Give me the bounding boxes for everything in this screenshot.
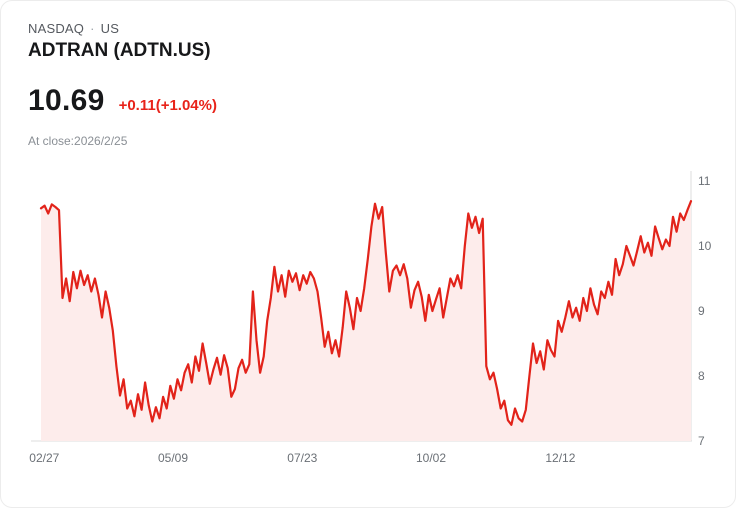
region-label: US — [100, 21, 120, 36]
x-tick-label: 12/12 — [545, 451, 575, 465]
y-tick-label: 10 — [698, 239, 712, 253]
y-tick-label: 8 — [698, 369, 705, 383]
price-row: 10.69 +0.11(+1.04%) — [28, 84, 708, 118]
price-chart[interactable]: 7 8 9 10 11 02/27 05/09 07/23 10/02 12/12 — [1, 159, 736, 508]
series-line — [39, 200, 693, 426]
dot-separator-icon: · — [90, 21, 95, 36]
y-tick-label: 9 — [698, 304, 705, 318]
last-price: 10.69 — [28, 84, 105, 117]
quote-header: NASDAQ · US ADTRAN (ADTN.US) 10.69 +0.11… — [1, 1, 735, 148]
series-area-fill — [41, 201, 691, 441]
ticker-title: ADTRAN (ADTN.US) — [28, 40, 211, 61]
exchange-line: NASDAQ · US — [28, 21, 708, 36]
x-tick-label: 05/09 — [158, 451, 188, 465]
price-chart-area: 7 8 9 10 11 02/27 05/09 07/23 10/02 12/12 — [1, 159, 736, 508]
at-close-label: At close:2026/2/25 — [28, 134, 128, 148]
x-tick-label: 07/23 — [287, 451, 317, 465]
y-tick-label: 7 — [698, 434, 705, 448]
y-tick-label: 11 — [698, 174, 711, 188]
price-change: +0.11(+1.04%) — [118, 97, 217, 114]
x-tick-label: 10/02 — [416, 451, 446, 465]
market-label: NASDAQ — [28, 21, 85, 36]
x-tick-label: 02/27 — [29, 451, 59, 465]
